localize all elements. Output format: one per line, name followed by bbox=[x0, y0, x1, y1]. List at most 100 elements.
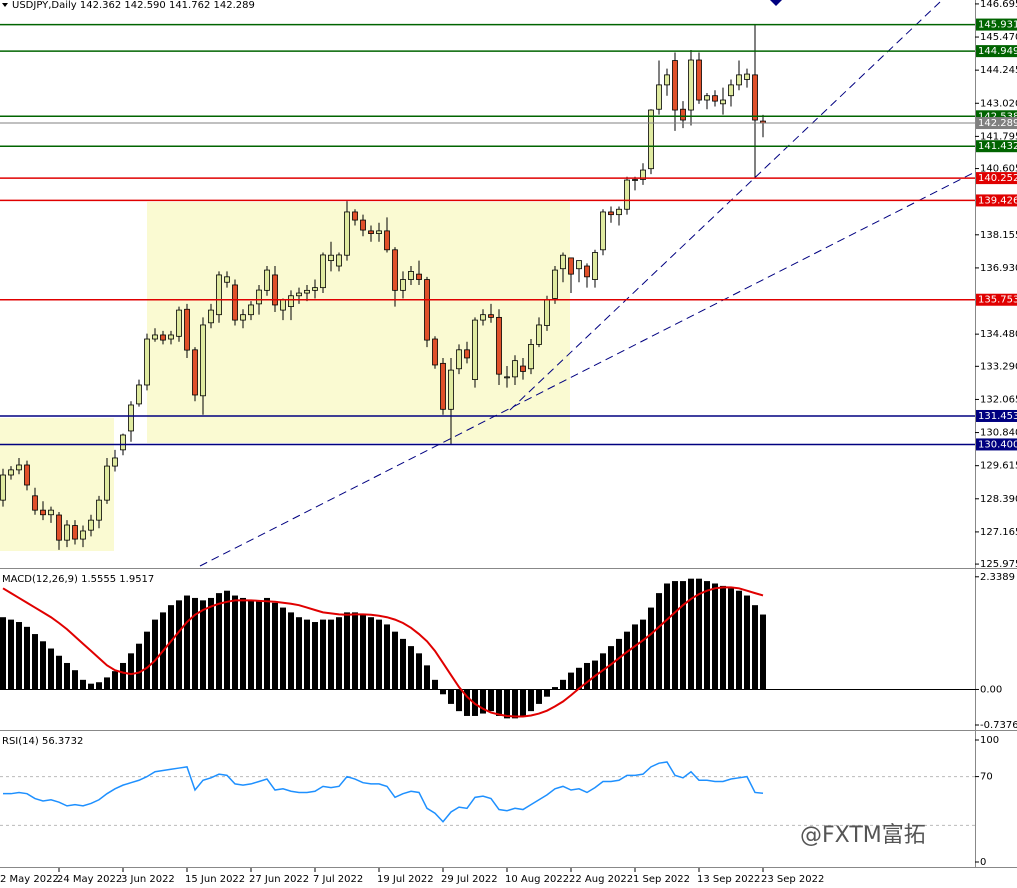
candle-body bbox=[720, 99, 726, 105]
y-tick-label: -0.7376 bbox=[980, 720, 1017, 731]
y-tick-label: 128.390 bbox=[980, 494, 1017, 505]
y-tick-label: 125.975 bbox=[980, 559, 1017, 570]
y-tick-label: 144.245 bbox=[980, 65, 1017, 76]
macd-bar bbox=[240, 597, 246, 690]
level-label: 139.426 bbox=[978, 195, 1017, 206]
candle-body bbox=[624, 179, 630, 210]
candle-body bbox=[392, 249, 398, 291]
candle-body bbox=[64, 524, 70, 541]
candle-body bbox=[552, 269, 558, 299]
macd-bar bbox=[576, 667, 582, 690]
candle-body bbox=[360, 219, 366, 231]
candle-body bbox=[680, 108, 686, 121]
macd-bar bbox=[560, 679, 566, 690]
candle-body bbox=[352, 211, 358, 221]
candle-body bbox=[296, 292, 302, 297]
macd-bar bbox=[16, 622, 22, 690]
macd-bar bbox=[616, 638, 622, 690]
candle-body bbox=[536, 324, 542, 345]
macd-bar bbox=[256, 600, 262, 690]
candle-body bbox=[24, 464, 30, 486]
candle-body bbox=[368, 230, 374, 234]
level-label-bg bbox=[976, 172, 1017, 185]
macd-bar bbox=[688, 578, 694, 690]
macd-bar bbox=[720, 585, 726, 690]
candle-body bbox=[184, 308, 190, 351]
candle-body bbox=[192, 349, 198, 396]
candle-body bbox=[672, 60, 678, 111]
macd-bar bbox=[296, 617, 302, 690]
macd-bar bbox=[400, 638, 406, 690]
macd-bar bbox=[656, 593, 662, 690]
y-tick-label: 146.695 bbox=[980, 0, 1017, 10]
candle-body bbox=[224, 276, 230, 283]
candle-body bbox=[512, 360, 518, 378]
macd-bar bbox=[632, 624, 638, 690]
macd-bar bbox=[304, 619, 310, 690]
macd-bar bbox=[280, 607, 286, 690]
candle-body bbox=[96, 499, 102, 521]
macd-bar bbox=[760, 614, 766, 690]
candle-body bbox=[336, 254, 342, 267]
candle-body bbox=[744, 73, 750, 80]
y-tick-label: 100 bbox=[980, 735, 999, 746]
candle-body bbox=[320, 254, 326, 289]
macd-bar bbox=[112, 671, 118, 690]
header-icon bbox=[2, 3, 8, 7]
candle-body bbox=[696, 59, 702, 101]
candle-body bbox=[600, 211, 606, 251]
y-tick-label: 127.165 bbox=[980, 527, 1017, 538]
macd-bar bbox=[728, 588, 734, 690]
macd-bar bbox=[696, 578, 702, 690]
candle-body bbox=[72, 525, 78, 540]
candle-body bbox=[232, 284, 238, 321]
candle-body bbox=[616, 208, 622, 216]
x-tick-label: 27 Jun 2022 bbox=[249, 874, 309, 885]
candle-body bbox=[456, 349, 462, 370]
macd-bar bbox=[672, 581, 678, 690]
candle-body bbox=[632, 179, 638, 181]
candle-body bbox=[480, 314, 486, 321]
candle-body bbox=[584, 265, 590, 278]
signal-line bbox=[2, 586, 764, 718]
macd-bar bbox=[744, 595, 750, 690]
macd-bar bbox=[88, 683, 94, 690]
candle-body bbox=[736, 74, 742, 86]
macd-bar bbox=[504, 689, 510, 719]
y-tick-label: 143.020 bbox=[980, 98, 1017, 109]
macd-bar bbox=[352, 612, 358, 690]
macd-bar bbox=[32, 634, 38, 690]
macd-bar bbox=[368, 617, 374, 690]
x-tick-label: 3 Jun 2022 bbox=[121, 874, 175, 885]
macd-title: MACD(12,26,9) 1.5555 1.9517 bbox=[2, 574, 154, 585]
level-label-bg bbox=[976, 409, 1017, 422]
candle-body bbox=[256, 289, 262, 305]
macd-bar bbox=[24, 626, 30, 690]
candle-body bbox=[520, 365, 526, 372]
candle-body bbox=[56, 514, 62, 541]
candle-body bbox=[608, 211, 614, 216]
x-tick-label: 24 May 2022 bbox=[57, 874, 122, 885]
macd-bar bbox=[552, 687, 558, 690]
candle-body bbox=[416, 273, 422, 280]
candle-body bbox=[568, 257, 574, 275]
candle-body bbox=[248, 304, 254, 316]
macd-bar bbox=[8, 619, 14, 690]
candle-body bbox=[496, 316, 502, 375]
y-tick-label: 145.470 bbox=[980, 32, 1017, 43]
candle-body bbox=[384, 230, 390, 251]
x-tick-label: 2 May 2022 bbox=[0, 874, 59, 885]
macd-bar bbox=[736, 590, 742, 690]
level-label-bg bbox=[976, 117, 1017, 130]
x-tick-label: 23 Sep 2022 bbox=[761, 874, 824, 885]
level-label: 131.453 bbox=[978, 411, 1017, 422]
macd-bar bbox=[608, 646, 614, 690]
candle-body bbox=[592, 252, 598, 280]
candle-body bbox=[424, 279, 430, 341]
macd-bar bbox=[312, 622, 318, 690]
candle-body bbox=[104, 465, 110, 501]
macd-bar bbox=[96, 682, 102, 690]
rsi-line bbox=[3, 761, 764, 823]
candle-body bbox=[656, 84, 662, 110]
